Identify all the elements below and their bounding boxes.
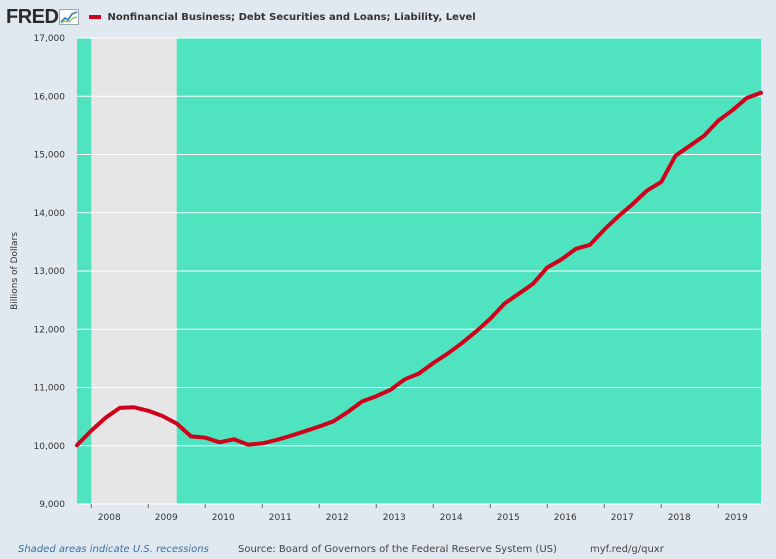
short-url-link[interactable]: myf.red/g/quxr	[590, 544, 664, 555]
recession-note: Shaded areas indicate U.S. recessions	[18, 544, 209, 555]
x-tick-label: 2014	[440, 513, 463, 523]
y-tick-label: 15,000	[34, 151, 66, 161]
y-tick-label: 11,000	[34, 384, 66, 394]
y-tick-label: 14,000	[34, 209, 66, 219]
y-tick-label: 10,000	[34, 442, 66, 452]
legend-swatch	[89, 15, 102, 19]
legend-series-label: Nonfinancial Business; Debt Securities a…	[107, 11, 476, 23]
x-axis-ticks: 2008 2009 2010 2011 2012 2013 2014 2015 2016 2017…	[90, 504, 748, 523]
y-tick-label: 17,000	[34, 34, 66, 44]
y-tick-label: 13,000	[34, 267, 66, 277]
x-tick-label: 2012	[326, 513, 349, 523]
y-tick-label: 16,000	[34, 92, 66, 102]
chart-header: FRED Nonfinancial Business; Debt Securit…	[6, 4, 476, 30]
x-tick-label: 2011	[269, 513, 292, 523]
x-tick-label: 2017	[611, 513, 634, 523]
fred-logo[interactable]: FRED	[6, 5, 59, 28]
x-tick-label: 2010	[212, 513, 235, 523]
x-tick-label: 2015	[497, 513, 520, 523]
x-tick-label: 2013	[383, 513, 406, 523]
series-line	[75, 90, 763, 448]
x-tick-label: 2008	[98, 513, 121, 523]
y-tick-label: 12,000	[34, 325, 66, 335]
series-layer	[75, 90, 763, 448]
source-text: Source: Board of Governors of the Federa…	[238, 544, 557, 555]
gridlines	[77, 37, 761, 505]
x-tick-label: 2016	[554, 513, 577, 523]
y-axis-ticks: 9,000 10,000 11,000 12,000 13,000 14,000 15,00…	[34, 34, 66, 510]
y-axis-label: Billions of Dollars	[10, 232, 20, 310]
y-tick-label: 9,000	[39, 500, 65, 510]
x-tick-label: 2019	[725, 513, 748, 523]
x-tick-label: 2018	[668, 513, 691, 523]
x-tick-label: 2009	[155, 513, 178, 523]
fred-chart-icon	[59, 9, 80, 25]
